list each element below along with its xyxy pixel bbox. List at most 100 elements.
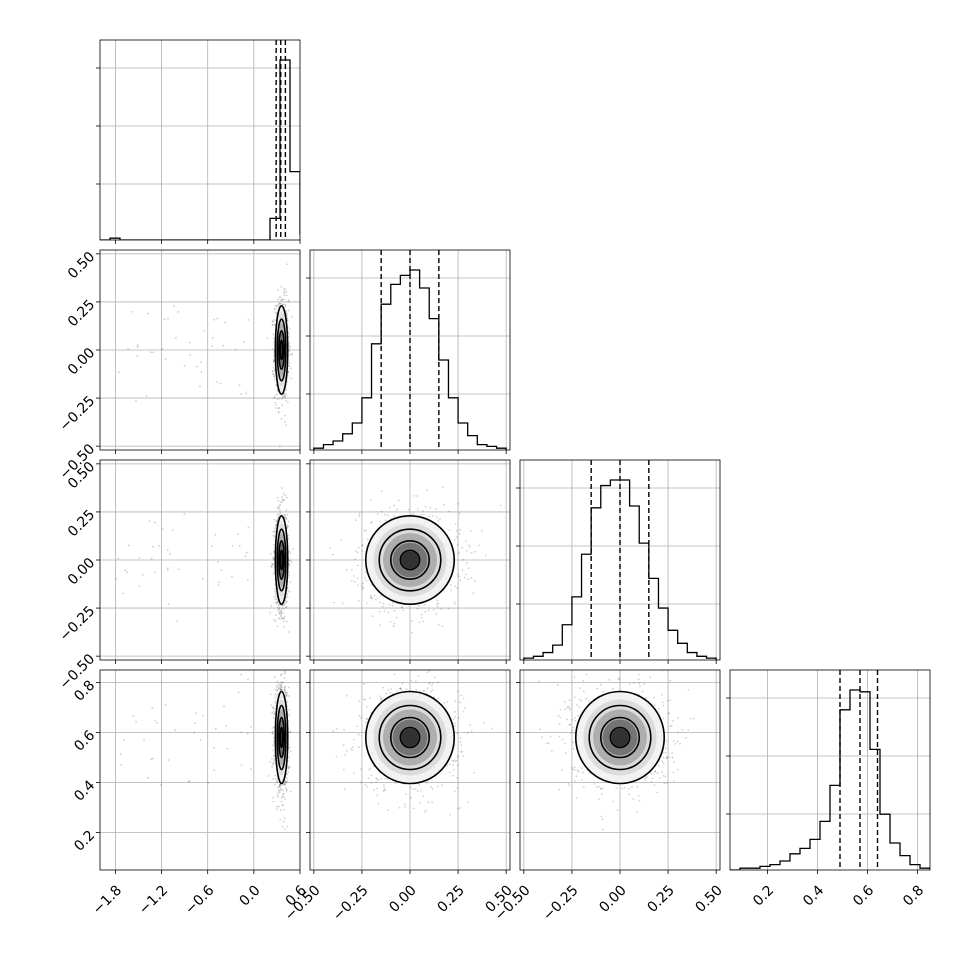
scatter-point	[280, 688, 282, 691]
scatter-point	[380, 697, 383, 699]
scatter-point	[277, 298, 279, 301]
scatter-point	[216, 317, 219, 320]
scatter-point	[427, 609, 430, 612]
scatter-point	[280, 614, 283, 617]
scatter-point	[284, 784, 286, 786]
scatter-point	[272, 563, 274, 566]
scatter-point	[234, 348, 237, 351]
scatter-point	[269, 553, 272, 555]
scatter-point	[275, 595, 278, 598]
scatter-point	[273, 375, 276, 378]
scatter-point	[457, 553, 460, 555]
scatter-point	[289, 581, 292, 583]
scatter-point	[240, 731, 243, 734]
scatter-point	[283, 820, 285, 823]
scatter-point	[383, 789, 386, 792]
scatter-point	[280, 299, 283, 302]
histogram-bar	[668, 630, 678, 660]
scatter-point	[278, 509, 281, 512]
scatter-point	[399, 687, 402, 690]
contour-line	[399, 726, 421, 749]
density-level	[401, 728, 419, 747]
scatter-point	[285, 518, 288, 521]
panel-3-0	[96, 669, 301, 874]
scatter-point	[579, 687, 582, 690]
scatter-point	[362, 582, 365, 585]
scatter-point	[226, 747, 229, 750]
scatter-point	[568, 784, 571, 787]
scatter-point	[276, 599, 279, 602]
scatter-point	[427, 801, 430, 804]
scatter-point	[422, 689, 425, 692]
scatter-point	[135, 720, 137, 723]
scatter-point	[183, 365, 186, 367]
scatter-point	[281, 825, 284, 828]
scatter-point	[287, 300, 290, 303]
scatter-point	[200, 371, 203, 373]
scatter-point	[164, 358, 167, 360]
scatter-point	[285, 694, 288, 696]
scatter-point	[273, 588, 276, 591]
scatter-point	[427, 515, 430, 518]
scatter-point	[451, 759, 454, 762]
scatter-point	[276, 606, 279, 609]
scatter-point	[287, 589, 289, 592]
scatter-point	[278, 687, 280, 690]
scatter-point	[273, 518, 276, 521]
scatter-point	[378, 520, 381, 523]
scatter-point	[167, 603, 170, 606]
scatter-point	[638, 682, 641, 685]
scatter-point	[277, 794, 280, 797]
scatter-point	[272, 320, 275, 323]
scatter-point	[351, 748, 354, 751]
histogram-bar	[448, 398, 458, 450]
scatter-point	[431, 801, 434, 804]
scatter-point	[286, 526, 289, 528]
scatter-point	[285, 692, 288, 695]
scatter-point	[152, 757, 154, 760]
scatter-point	[271, 727, 274, 729]
scatter-point	[428, 682, 431, 685]
scatter-point	[152, 545, 154, 548]
scatter-point	[203, 329, 206, 332]
scatter-point	[210, 545, 213, 548]
scatter-point	[361, 550, 364, 553]
scatter-point	[437, 697, 440, 700]
scatter-point	[285, 310, 288, 313]
scatter-point	[370, 597, 373, 599]
scatter-point	[282, 395, 284, 398]
scatter-point	[416, 790, 419, 792]
scatter-point	[422, 620, 424, 623]
scatter-point	[394, 782, 397, 785]
scatter-point	[279, 613, 282, 615]
scatter-point	[166, 549, 169, 552]
scatter-point	[356, 564, 359, 567]
scatter-point	[225, 724, 228, 727]
panel-3-1	[306, 669, 511, 874]
scatter-point	[274, 527, 277, 530]
scatter-point	[466, 549, 468, 552]
scatter-point	[291, 548, 294, 551]
gridlines	[100, 250, 300, 450]
scatter-point	[332, 730, 335, 732]
scatter-point	[149, 351, 152, 354]
scatter-point	[357, 584, 360, 587]
scatter-point	[282, 616, 285, 619]
scatter-point	[289, 730, 292, 733]
scatter-point	[431, 787, 434, 790]
scatter-point	[423, 810, 426, 813]
scatter-point	[177, 568, 180, 571]
scatter-point	[466, 561, 468, 564]
scatter-point	[356, 551, 359, 554]
scatter-point	[285, 309, 288, 312]
scatter-point	[280, 513, 283, 516]
scatter-point	[274, 707, 277, 710]
scatter-point	[287, 537, 290, 540]
scatter-point	[283, 672, 285, 675]
scatter-point	[285, 780, 288, 783]
scatter-point	[124, 569, 127, 572]
scatter-point	[373, 789, 376, 792]
scatter-point	[272, 557, 275, 560]
scatter-point	[281, 303, 284, 306]
scatter-point	[273, 736, 275, 739]
